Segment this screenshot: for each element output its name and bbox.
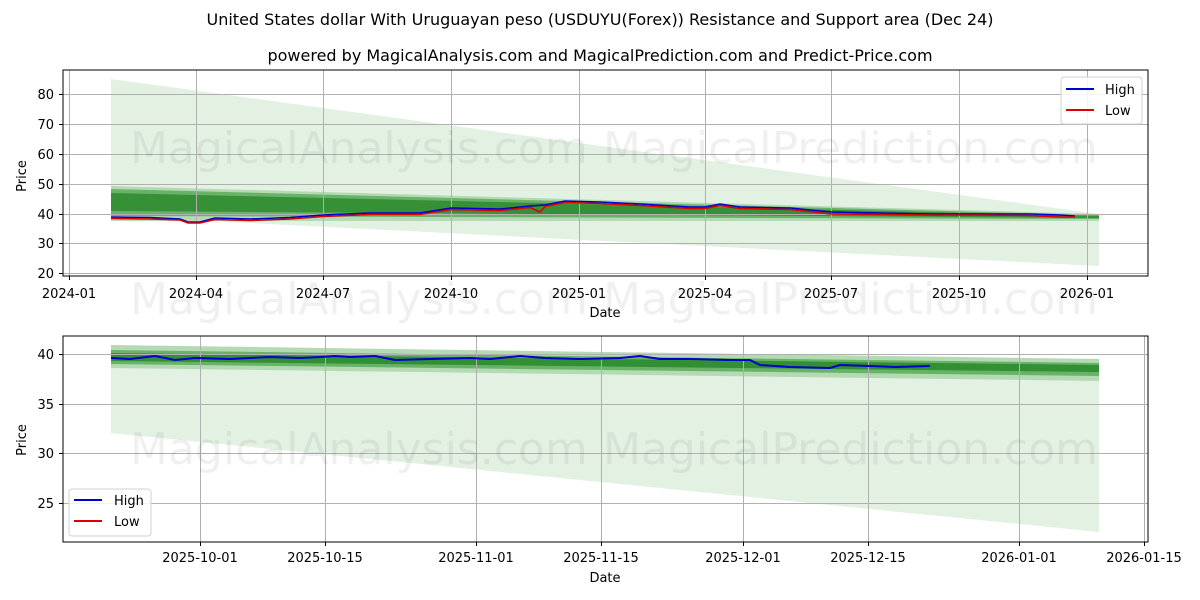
bottom-grid	[63, 336, 1148, 542]
legend-low-label-bottom: Low	[114, 515, 140, 530]
svg-text:2026-01-15: 2026-01-15	[1106, 551, 1182, 566]
high-line-bottom	[110, 354, 931, 370]
svg-text:2024-04: 2024-04	[169, 287, 223, 302]
watermark-prediction: MagicalPrediction.com	[603, 123, 1098, 174]
svg-text:30: 30	[37, 447, 54, 462]
watermark-prediction-3: MagicalPrediction.com	[603, 424, 1098, 475]
svg-text:70: 70	[37, 118, 54, 133]
svg-text:25: 25	[37, 497, 54, 512]
bottom-x-ticks: 2025-10-01 2025-10-15 2025-11-01 2025-11…	[162, 551, 1182, 566]
svg-text:2024-07: 2024-07	[296, 287, 350, 302]
legend-high-label: High	[1105, 83, 1135, 98]
bottom-x-axis-label: Date	[589, 571, 620, 586]
watermark-analysis-3: MagicalAnalysis.com	[130, 424, 588, 475]
top-x-axis-label: Date	[589, 306, 620, 321]
svg-text:40: 40	[37, 208, 54, 223]
watermark-prediction-2: MagicalPrediction.com	[603, 274, 1098, 325]
chart-title: United States dollar With Uruguayan peso…	[206, 10, 994, 29]
svg-text:2025-01: 2025-01	[552, 287, 606, 302]
watermark-analysis-2: MagicalAnalysis.com	[130, 274, 588, 325]
svg-text:30: 30	[37, 237, 54, 252]
top-axes-frame	[62, 69, 1149, 277]
top-y-axis-label: Price	[15, 160, 30, 192]
svg-text:60: 60	[37, 148, 54, 163]
svg-text:2026-01: 2026-01	[1060, 287, 1114, 302]
bottom-y-axis-label: Price	[15, 424, 30, 456]
top-x-ticks: 2024-01 2024-04 2024-07 2024-10 2025-01 …	[42, 287, 1114, 302]
svg-text:2024-01: 2024-01	[42, 287, 96, 302]
watermark-analysis: MagicalAnalysis.com	[130, 123, 588, 174]
svg-text:2025-12-15: 2025-12-15	[830, 551, 906, 566]
svg-text:2025-11-01: 2025-11-01	[438, 551, 514, 566]
svg-text:2025-12-01: 2025-12-01	[705, 551, 781, 566]
svg-text:2025-04: 2025-04	[678, 287, 732, 302]
svg-text:2025-07: 2025-07	[804, 287, 858, 302]
support-band-light-bottom	[111, 345, 1099, 532]
top-y-tick-marks	[59, 94, 1088, 280]
high-line-top	[110, 200, 1076, 223]
top-chart: MagicalAnalysis.com MagicalPrediction.co…	[15, 69, 1149, 325]
svg-text:40: 40	[37, 348, 54, 363]
svg-text:2024-10: 2024-10	[424, 287, 478, 302]
bottom-axes-frame	[62, 335, 1149, 543]
resistance-band-core-bottom	[111, 353, 1099, 372]
legend-high-label-bottom: High	[114, 494, 144, 509]
bottom-y-ticks: 40 35 30 25	[37, 348, 54, 512]
svg-text:20: 20	[37, 267, 54, 282]
svg-text:2026-01-01: 2026-01-01	[981, 551, 1057, 566]
top-y-ticks: 80 70 60 50 40 30 20	[37, 88, 54, 282]
svg-text:2025-11-15: 2025-11-15	[563, 551, 639, 566]
bottom-chart: MagicalAnalysis.com MagicalPrediction.co…	[15, 335, 1182, 586]
bottom-legend: High Low	[68, 488, 152, 537]
legend-low-label: Low	[1105, 104, 1131, 119]
svg-text:80: 80	[37, 88, 54, 103]
top-legend: High Low	[1060, 76, 1143, 125]
low-line-top	[110, 201, 1075, 224]
svg-text:50: 50	[37, 178, 54, 193]
chart-subtitle: powered by MagicalAnalysis.com and Magic…	[267, 46, 933, 65]
bottom-tick-marks	[59, 354, 1145, 546]
svg-text:2025-10-15: 2025-10-15	[287, 551, 363, 566]
svg-text:2025-10-01: 2025-10-01	[162, 551, 238, 566]
svg-text:2025-10: 2025-10	[932, 287, 986, 302]
svg-text:35: 35	[37, 398, 54, 413]
